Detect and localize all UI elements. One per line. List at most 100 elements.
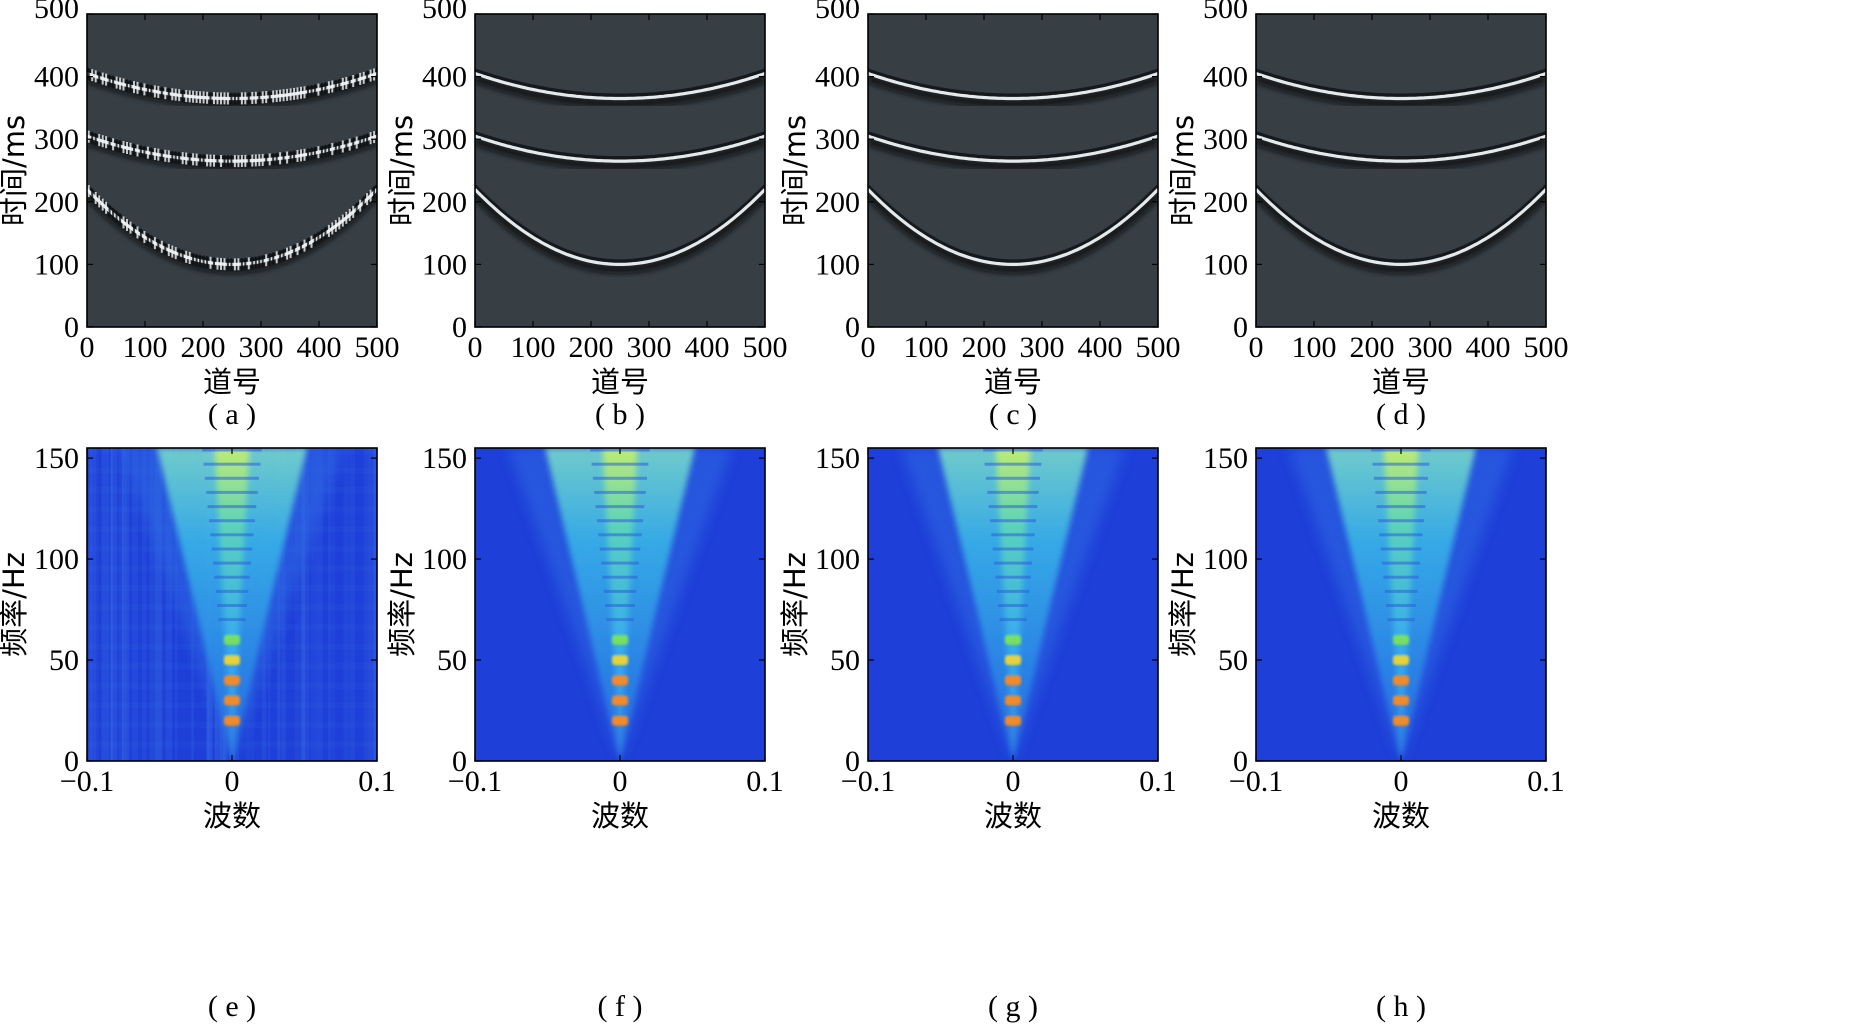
spectral-notch [207, 505, 257, 509]
noise-streak [346, 448, 351, 761]
noise-streak [327, 448, 331, 761]
x-tick-label: 0.1 [1139, 765, 1177, 798]
y-tick-label: 100 [422, 543, 467, 576]
spectral-notch [998, 604, 1028, 607]
x-tick-label: 200 [181, 331, 226, 364]
spectral-notch [213, 561, 251, 565]
y-tick-label: 100 [1203, 248, 1248, 281]
spectral-notch [1375, 490, 1427, 494]
x-tick-label: 500 [355, 331, 400, 364]
event-trough-3 [868, 68, 1158, 98]
y-axis-label: 频率/Hz [1166, 552, 1200, 657]
spectral-notch [215, 589, 249, 593]
panel-caption-a: ( a ) [208, 398, 256, 431]
axes-frame [1255, 13, 1547, 328]
noise-streak [367, 448, 376, 761]
x-tick-label: 100 [1292, 331, 1337, 364]
spectral-notch [991, 533, 1035, 537]
event-crest-2 [868, 134, 1158, 163]
y-tick-label: 300 [422, 123, 467, 156]
spectral-peak-20hz [224, 715, 240, 726]
x-tick-label: 500 [743, 331, 788, 364]
spectral-peak-20hz [1393, 715, 1409, 726]
x-tick-label: 100 [511, 331, 556, 364]
spectral-notch [595, 505, 645, 509]
spectral-notch [206, 490, 258, 494]
spectral-peak-50hz [1393, 655, 1409, 665]
spectral-notch [999, 618, 1027, 622]
plot-area-e [87, 448, 377, 761]
plot-area-a [87, 14, 377, 327]
panel-b: 0 100 200 300 400 500 0 100 200 300 400 500 道号 时间/ms (… [385, 0, 788, 431]
x-tick-label: 0 [225, 765, 240, 798]
plot-background [1256, 14, 1546, 327]
event-crest-2 [475, 134, 765, 163]
y-tick-label: 50 [437, 644, 467, 677]
event-trough-3 [475, 68, 765, 98]
panel-a: 0 100 200 300 400 500 0 100 200 300 400 500 道号 时间/ms (… [0, 0, 400, 431]
noise-streak [372, 448, 377, 761]
spectral-notch [985, 476, 1040, 480]
y-axis-label: 频率/Hz [0, 552, 31, 657]
event-shadow-3 [475, 74, 765, 108]
spectral-peak-20hz [612, 715, 628, 726]
y-tick-label: 0 [64, 311, 79, 344]
noise-streak [121, 448, 130, 761]
spectral-notch [606, 618, 634, 622]
spectral-notch [987, 490, 1039, 494]
plot-area-d [1256, 14, 1546, 327]
spectral-notch [1376, 505, 1426, 509]
plot-area-h [1256, 448, 1546, 761]
noise-streak [94, 448, 98, 761]
x-tick-label: 400 [1078, 331, 1123, 364]
x-tick-label: 300 [1408, 331, 1453, 364]
spectral-notch [209, 519, 255, 523]
spectral-notch [1386, 604, 1416, 607]
noise-streak [165, 448, 172, 761]
spectral-notch [598, 533, 642, 537]
y-tick-label: 0 [452, 745, 467, 778]
event-shadow-3 [868, 74, 1158, 108]
x-tick-label: 0 [613, 765, 628, 798]
x-tick-label: 300 [239, 331, 284, 364]
spectral-notch [1372, 462, 1430, 466]
spectral-peak-20hz [1005, 715, 1021, 726]
noise-streak [89, 448, 94, 761]
y-tick-label: 100 [422, 248, 467, 281]
noise-streak [155, 448, 162, 761]
spectral-notch [602, 575, 638, 579]
spectral-peak-40hz [224, 675, 240, 686]
y-tick-label: 500 [34, 0, 79, 25]
event-shadow-2 [1256, 137, 1546, 171]
y-tick-label: 0 [845, 311, 860, 344]
plot-area-b [475, 14, 765, 327]
panel-caption-c: ( c ) [989, 398, 1037, 431]
y-tick-label: 50 [830, 644, 860, 677]
y-tick-label: 200 [34, 186, 79, 219]
spectral-notch [603, 589, 637, 593]
spectral-notch [990, 519, 1036, 523]
panel-caption-f: ( f ) [598, 990, 643, 1023]
y-axis-label: 时间/ms [1166, 115, 1200, 226]
panels-group: 0 100 200 300 400 5000100200300400500道号时间/ms(… [0, 0, 1569, 1023]
noise-streak [364, 448, 368, 761]
y-tick-label: 150 [1203, 442, 1248, 475]
y-tick-label: 0 [64, 745, 79, 778]
panel-caption-h: ( h ) [1376, 990, 1426, 1023]
event-crest-1 [868, 188, 1158, 266]
y-tick-label: 400 [34, 61, 79, 94]
y-tick-label: 150 [815, 442, 860, 475]
x-tick-label: 0.1 [1527, 765, 1565, 798]
spectral-notch [214, 575, 250, 579]
spectral-peak-30hz [224, 695, 240, 706]
x-tick-label: 0 [80, 331, 95, 364]
event-trough-2 [475, 131, 765, 161]
spectral-notch [1384, 589, 1418, 593]
y-tick-label: 500 [815, 0, 860, 25]
noise-streak [149, 448, 154, 761]
spectral-notch [217, 604, 247, 607]
event-shadow-1 [1256, 191, 1546, 274]
plot-area-c [868, 14, 1158, 327]
y-tick-label: 100 [1203, 543, 1248, 576]
